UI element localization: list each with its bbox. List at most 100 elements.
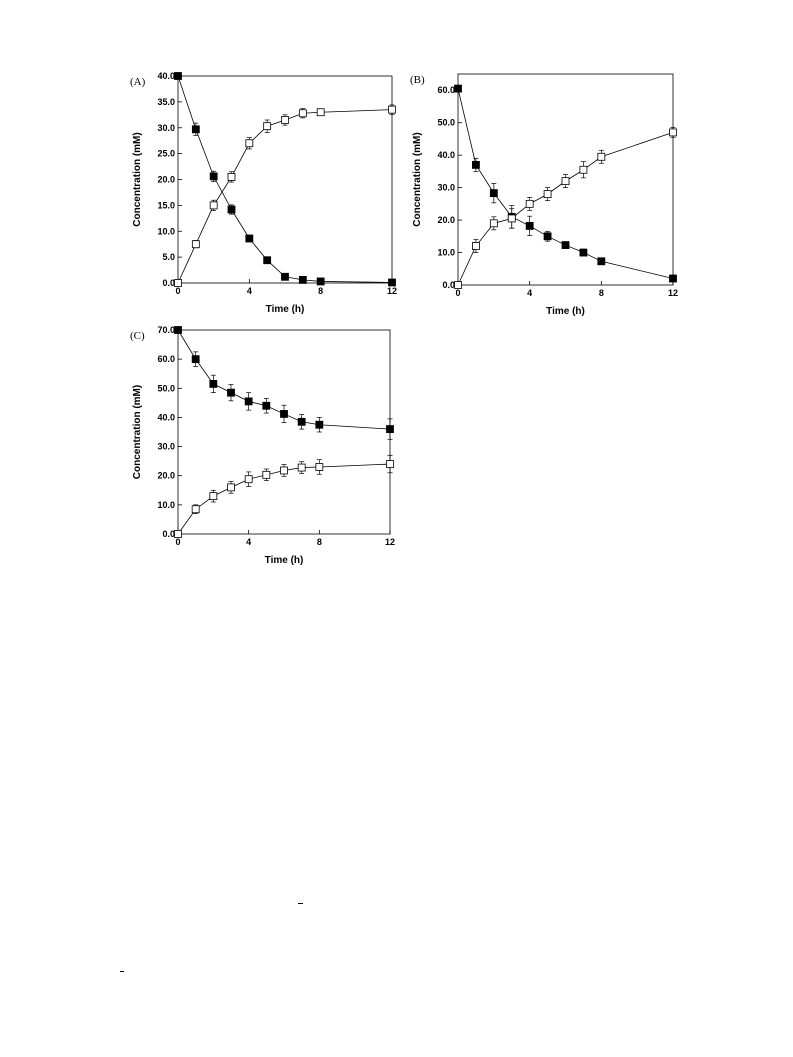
filled-square-point xyxy=(191,355,200,364)
x-tick-label: 4 xyxy=(246,537,251,547)
filled-square-point xyxy=(297,417,306,426)
series-line xyxy=(177,75,393,283)
y-tick-label: 70.0 xyxy=(157,325,175,335)
open-square-point xyxy=(454,281,462,289)
y-tick-label: 20.0 xyxy=(437,215,455,225)
x-axis-title: Time (h) xyxy=(265,555,304,566)
x-tick-label: 0 xyxy=(175,286,180,296)
open-square-point xyxy=(191,505,200,514)
filled-square-point xyxy=(316,277,325,286)
chart-c-svg: (C) 0.0 10.0 20.0 30.0 40.0 50.0 60.0 70.0 0 4 8 12 T… xyxy=(130,325,395,566)
y-tick-label: 10.0 xyxy=(437,248,455,258)
open-square-point xyxy=(209,201,218,210)
open-square-point xyxy=(209,492,218,501)
filled-square-point xyxy=(597,257,606,266)
stray-mark xyxy=(120,971,124,972)
x-tick-label: 12 xyxy=(385,537,395,547)
series-line xyxy=(457,132,674,286)
series-1 xyxy=(174,454,394,538)
y-tick-label: 5.0 xyxy=(162,252,175,262)
filled-square-point xyxy=(209,172,218,181)
chart-panel-c: (C) 0.0 10.0 20.0 30.0 40.0 50.0 60.0 70.0 0 4 8 12 T… xyxy=(110,318,410,588)
filled-square-point xyxy=(525,222,534,230)
series-line xyxy=(177,109,393,284)
open-square-point xyxy=(489,219,498,228)
y-tick-label: 60.0 xyxy=(157,354,175,364)
series-0 xyxy=(174,326,394,440)
open-square-point xyxy=(263,122,272,131)
y-tick-label: 0.0 xyxy=(162,529,175,539)
open-square-point xyxy=(227,483,235,492)
plot-frame xyxy=(457,73,674,286)
filled-square-point xyxy=(489,189,498,198)
chart-a-svg: (A) 0.0 5.0 10.0 15.0 20.0 25.0 30.0 35.0 40.0 0 4 8… xyxy=(130,71,397,315)
filled-square-point xyxy=(174,72,182,80)
open-square-point xyxy=(174,279,182,287)
y-axis-title: Concentration (mM) xyxy=(412,132,423,226)
x-tick-label: 4 xyxy=(247,286,252,296)
filled-square-point xyxy=(262,401,271,410)
y-tick-label: 50.0 xyxy=(157,383,175,393)
chart-panel-a: (A) 0.0 5.0 10.0 15.0 20.0 25.0 30.0 35.0 40.0 0 4 8… xyxy=(110,64,410,334)
series-0 xyxy=(174,72,396,287)
open-square-point xyxy=(262,470,271,479)
open-square-point xyxy=(227,173,236,181)
filled-square-point xyxy=(227,205,236,214)
filled-square-point xyxy=(454,84,462,93)
open-square-point xyxy=(669,128,677,137)
y-tick-label: 25.0 xyxy=(157,149,175,159)
x-tick-label: 0 xyxy=(455,288,460,298)
open-square-point xyxy=(281,116,289,124)
open-square-point xyxy=(297,463,306,472)
filled-square-point xyxy=(388,278,396,287)
open-square-point xyxy=(191,240,200,249)
y-tick-label: 40.0 xyxy=(157,412,175,422)
chart-panel-b: (B) 0.0 10.0 20.0 30.0 40.0 50.0 60.0 0 4 8 12 Time … xyxy=(390,64,690,334)
open-square-point xyxy=(525,199,534,208)
y-axis-title: Concentration (mM) xyxy=(132,385,143,479)
filled-square-point xyxy=(280,410,288,418)
filled-square-point xyxy=(244,397,253,406)
filled-square-point xyxy=(579,248,588,257)
filled-square-point xyxy=(561,241,570,249)
x-tick-label: 12 xyxy=(668,288,678,298)
filled-square-point xyxy=(543,232,552,241)
y-tick-label: 10.0 xyxy=(157,226,175,236)
y-tick-label: 15.0 xyxy=(157,200,175,210)
x-tick-label: 4 xyxy=(527,288,532,298)
stray-mark xyxy=(298,903,303,904)
open-square-point xyxy=(298,109,307,118)
open-square-point xyxy=(597,152,606,161)
panel-label: (A) xyxy=(130,76,146,88)
panel-label: (C) xyxy=(130,330,145,342)
y-tick-label: 10.0 xyxy=(157,500,175,510)
x-axis-title: Time (h) xyxy=(266,304,305,315)
y-tick-label: 40.0 xyxy=(157,71,175,81)
series-line xyxy=(457,88,674,279)
x-tick-label: 8 xyxy=(599,288,604,298)
series-1 xyxy=(454,127,677,289)
filled-square-point xyxy=(245,234,254,243)
y-tick-label: 20.0 xyxy=(157,175,175,185)
filled-square-point xyxy=(227,388,235,397)
open-square-point xyxy=(472,242,480,250)
y-tick-label: 0.0 xyxy=(162,278,175,288)
open-square-point xyxy=(174,530,182,538)
open-square-point xyxy=(543,190,552,199)
panel-label: (B) xyxy=(410,74,425,86)
filled-square-point xyxy=(174,326,182,334)
filled-square-point xyxy=(191,125,200,134)
open-square-point xyxy=(315,463,324,471)
x-tick-label: 12 xyxy=(387,286,397,296)
x-tick-label: 0 xyxy=(175,537,180,547)
y-tick-label: 60.0 xyxy=(437,85,455,95)
y-tick-label: 30.0 xyxy=(437,183,455,193)
filled-square-point xyxy=(472,160,480,169)
filled-square-point xyxy=(281,272,289,281)
plot-frame xyxy=(177,329,391,535)
filled-square-point xyxy=(209,380,218,388)
filled-square-point xyxy=(669,274,677,283)
open-square-point xyxy=(245,139,254,148)
y-tick-label: 50.0 xyxy=(437,118,455,128)
x-tick-label: 8 xyxy=(317,537,322,547)
